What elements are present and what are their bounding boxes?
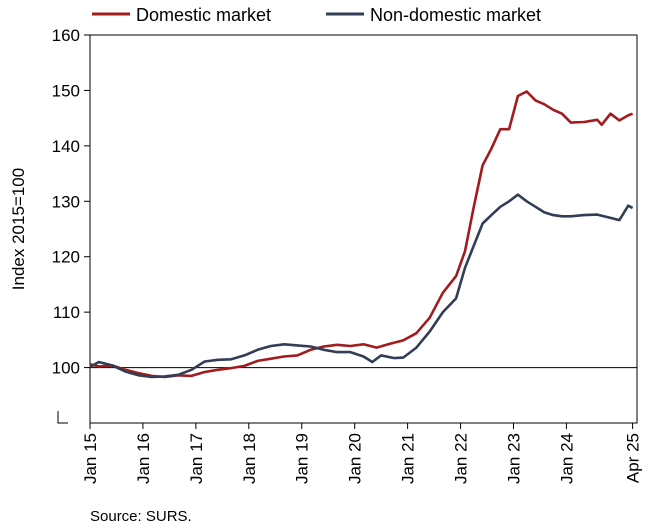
x-tick-label: Jan 17 — [187, 433, 206, 484]
x-tick-label: Jan 22 — [452, 433, 471, 484]
y-axis: 160 150 140 130 120 110 100 — [52, 26, 90, 378]
y-tick-label: 160 — [52, 26, 80, 45]
y-tick-label: 100 — [52, 359, 80, 378]
x-tick-label: Jan 24 — [557, 433, 576, 484]
axis-break-icon — [57, 411, 68, 424]
series-line-domestic — [89, 90, 634, 379]
x-tick-label: Jan 18 — [240, 433, 259, 484]
y-tick-label: 150 — [52, 81, 80, 100]
series-line-non-domestic — [89, 193, 634, 379]
legend-label-non-domestic: Non-domestic market — [370, 5, 541, 25]
x-tick-label: Jan 15 — [81, 433, 100, 484]
y-tick-label: 130 — [52, 192, 80, 211]
source-note: Source: SURS. — [90, 508, 192, 525]
legend: Domestic market Non-domestic market — [92, 5, 541, 25]
y-tick-label: 120 — [52, 248, 80, 267]
y-axis-label: Index 2015=100 — [9, 168, 28, 290]
y-tick-label: 110 — [53, 303, 80, 322]
y-tick-label: 140 — [52, 137, 80, 156]
x-tick-label: Jan 16 — [134, 433, 153, 484]
x-tick-label: Jan 23 — [504, 433, 523, 484]
series-group — [89, 90, 634, 379]
plot-area — [89, 34, 638, 424]
x-tick-label: Jan 19 — [293, 433, 312, 484]
x-tick-label: Jan 21 — [399, 433, 418, 484]
x-tick-label: Jan 20 — [346, 433, 365, 484]
x-axis: Jan 15 Jan 16 Jan 17 Jan 18 Jan 19 Jan 20 Jan … — [81, 423, 643, 484]
x-tick-label: Apr 25 — [624, 433, 643, 483]
legend-label-domestic: Domestic market — [136, 5, 271, 25]
